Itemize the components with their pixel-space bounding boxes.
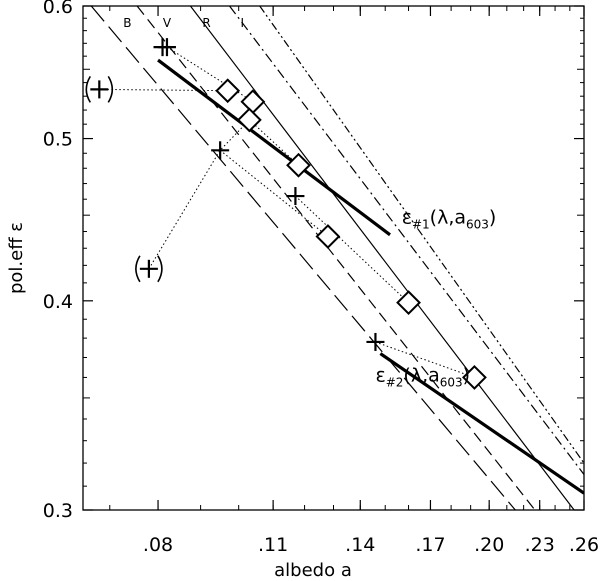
dotted-link-5 xyxy=(375,341,475,378)
diamond-marker xyxy=(286,152,311,178)
plus-marker xyxy=(366,332,385,351)
band-label-b: B xyxy=(123,16,131,30)
x-tick-label: .17 xyxy=(415,534,445,556)
y-tick-label: 0.6 xyxy=(43,0,73,18)
axis-ticks xyxy=(83,5,585,511)
paren-right xyxy=(107,75,114,103)
annotations: ε#1(λ,a603)ε#2(λ,a603) xyxy=(375,206,496,389)
paren-right xyxy=(157,255,163,283)
reference-line-v xyxy=(136,6,536,510)
plot-frame xyxy=(82,5,585,511)
annotation-tail: ) xyxy=(489,206,496,228)
y-tick-label: 0.4 xyxy=(43,291,73,313)
annotation-eps2: ε#2(λ,a603) xyxy=(375,364,470,389)
y-tick-label: 0.5 xyxy=(43,129,73,151)
parenthesized-plus-marker xyxy=(135,255,163,283)
x-tick-label: .20 xyxy=(474,534,504,556)
x-axis-title: albedo a xyxy=(274,560,352,581)
dotted-link-1 xyxy=(148,119,250,270)
x-tick-label: .23 xyxy=(525,534,555,556)
dotted-link-4 xyxy=(295,195,409,303)
annotation-sub: #1 xyxy=(412,217,430,231)
paren-left xyxy=(85,75,91,103)
band-label-v: V xyxy=(163,16,172,30)
tick-labels: .08 .11 .14 .17 .20 .23 .26 0.3 0.4 0.5 0.6 xyxy=(43,0,599,556)
reference-line-i xyxy=(229,6,584,475)
dotted-link-6 xyxy=(249,119,299,166)
fit-line-1 xyxy=(157,58,391,237)
parenthesized-plus-marker xyxy=(85,75,114,103)
x-tick-label: .14 xyxy=(345,534,375,556)
y-axis-title: pol.eff ε xyxy=(6,222,27,294)
annotation-base: ε xyxy=(402,206,412,228)
annotation-mid: (λ,a xyxy=(430,206,466,228)
diamond-marker xyxy=(315,224,341,249)
annotation-base: ε xyxy=(375,364,385,386)
plus-marker xyxy=(286,187,305,206)
markers xyxy=(85,38,487,390)
reference-line-r xyxy=(189,6,575,510)
diamond-marker xyxy=(462,365,487,390)
paren-left xyxy=(135,255,141,283)
annotation-eps1: ε#1(λ,a603) xyxy=(402,206,497,231)
annotation-tail: ) xyxy=(463,364,470,386)
band-label-r: R xyxy=(202,16,210,30)
x-tick-label: .11 xyxy=(258,534,288,556)
dotted-link-0 xyxy=(99,88,228,92)
dotted-links xyxy=(99,46,475,378)
x-tick-label: .08 xyxy=(143,534,173,556)
diamond-marker xyxy=(215,78,241,104)
diamond-marker xyxy=(240,89,266,115)
fit-line-2 xyxy=(379,352,584,495)
band-label-i: I xyxy=(241,16,245,30)
reference-line-b xyxy=(90,6,516,510)
x-tick-label: .26 xyxy=(569,534,599,556)
reference-line-extra-4 xyxy=(259,6,584,464)
plus-marker xyxy=(211,141,230,160)
fit-lines xyxy=(157,58,584,495)
annotation-sub: #2 xyxy=(386,375,404,389)
annotation-sub2: 603 xyxy=(440,375,463,389)
annotation-sub2: 603 xyxy=(466,217,489,231)
diamond-marker xyxy=(236,107,262,133)
y-tick-label: 0.3 xyxy=(43,500,73,522)
dotted-link-2 xyxy=(219,149,329,237)
plus-marker xyxy=(157,38,176,57)
dotted-link-3 xyxy=(166,46,254,103)
annotation-mid: (λ,a xyxy=(403,364,439,386)
reference-lines xyxy=(90,6,584,510)
diamond-marker xyxy=(396,290,421,316)
